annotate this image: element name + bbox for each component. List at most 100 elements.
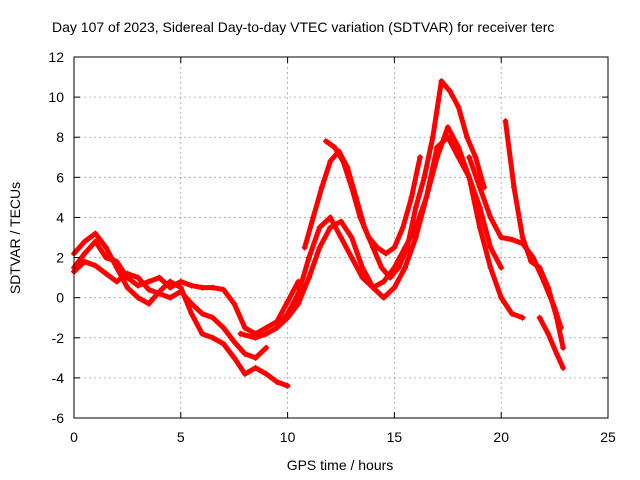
data-point: [536, 314, 543, 321]
data-point: [476, 204, 483, 211]
data-point: [399, 224, 406, 231]
data-point: [135, 294, 142, 301]
data-point: [81, 250, 88, 257]
y-tick-label: -4: [52, 370, 65, 386]
y-tick-label: -6: [52, 410, 65, 426]
x-tick-label: 10: [280, 429, 296, 445]
data-point: [487, 214, 494, 221]
data-point: [404, 244, 411, 251]
data-point: [359, 274, 366, 281]
data-point: [231, 354, 238, 361]
series-sat-g: [323, 138, 424, 257]
data-point: [263, 344, 270, 351]
data-point: [92, 230, 99, 237]
data-point: [145, 278, 152, 285]
y-axis-label: SDTVAR / TECUs: [7, 182, 23, 294]
data-point: [199, 310, 206, 317]
data-point: [338, 218, 344, 225]
data-point: [252, 354, 259, 361]
data-point: [241, 324, 248, 331]
data-point: [417, 154, 424, 161]
data-point: [156, 290, 163, 297]
series-line: [71, 239, 301, 337]
data-point: [263, 370, 270, 377]
data-point: [188, 300, 195, 307]
data-point: [188, 310, 195, 317]
data-point: [444, 124, 451, 131]
data-point: [199, 284, 206, 291]
data-point: [348, 234, 355, 241]
data-point: [348, 184, 355, 191]
data-point: [380, 294, 387, 301]
data-point: [434, 144, 441, 151]
data-point: [252, 334, 259, 341]
series-line: [302, 78, 487, 281]
data-point: [455, 154, 462, 161]
data-point: [444, 134, 451, 141]
series-line: [503, 118, 566, 351]
data-point: [252, 364, 259, 371]
data-point: [387, 274, 394, 281]
data-point: [156, 274, 163, 281]
data-point: [412, 204, 419, 211]
data-point: [103, 254, 110, 261]
data-point: [135, 274, 142, 281]
chart-title: Day 107 of 2023, Sidereal Day-to-day VTE…: [52, 19, 554, 35]
data-point: [237, 330, 244, 337]
data-point: [560, 364, 567, 371]
data-point: [145, 300, 152, 307]
data-point: [455, 104, 462, 111]
y-tick-label: 6: [56, 169, 64, 185]
data-point: [220, 286, 227, 293]
data-point: [209, 314, 216, 321]
data-point: [92, 238, 99, 245]
data-point: [81, 258, 88, 265]
series-line: [537, 315, 566, 371]
x-tick-label: 5: [177, 429, 185, 445]
data-point: [295, 300, 302, 307]
data-point: [357, 214, 364, 221]
data-point: [103, 244, 110, 251]
data-point: [241, 370, 248, 377]
data-point: [408, 194, 415, 201]
series-sat-c: [71, 258, 270, 361]
x-tick-label: 0: [70, 429, 78, 445]
data-point: [124, 270, 131, 277]
data-point: [301, 244, 308, 251]
data-point: [199, 330, 206, 337]
data-point: [423, 194, 430, 201]
series-sat-b: [71, 238, 302, 337]
data-point: [316, 244, 323, 251]
data-point: [103, 270, 110, 277]
data-point: [177, 288, 184, 295]
data-point: [113, 258, 120, 265]
y-tick-label: 12: [48, 49, 64, 65]
data-point: [284, 298, 291, 305]
plot-frame: [73, 56, 609, 419]
data-point: [220, 340, 227, 347]
data-point: [167, 294, 174, 301]
data-point: [545, 284, 552, 291]
series-sat-i: [502, 118, 567, 351]
data-point: [553, 314, 560, 321]
data-point: [359, 264, 366, 271]
x-tick-label: 20: [493, 429, 509, 445]
data-point: [370, 284, 377, 291]
data-point: [284, 382, 291, 389]
data-point: [502, 118, 509, 125]
data-point: [340, 158, 347, 165]
data-point: [338, 234, 344, 241]
data-point: [323, 138, 330, 145]
data-point: [124, 284, 131, 291]
data-point: [382, 250, 389, 257]
data-point: [231, 338, 238, 345]
data-point: [305, 274, 312, 281]
data-point: [487, 264, 494, 271]
data-point: [391, 244, 398, 251]
data-point: [402, 264, 409, 271]
data-point: [395, 264, 402, 271]
data-point: [318, 184, 325, 191]
y-tick-label: -2: [52, 330, 65, 346]
data-point: [273, 324, 280, 331]
data-point: [536, 264, 543, 271]
